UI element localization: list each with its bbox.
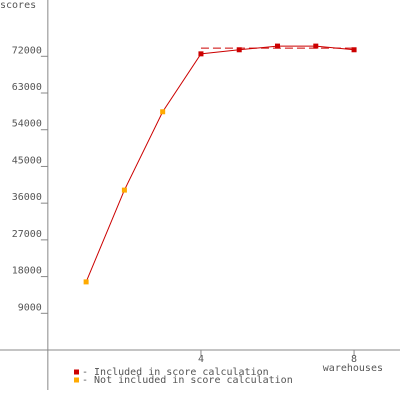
x-tick-label: 4 xyxy=(198,354,204,365)
legend-swatch xyxy=(74,377,79,383)
legend-label: - Included in score calculation xyxy=(82,367,269,378)
point xyxy=(121,187,127,193)
y-tick-label: 54000 xyxy=(12,119,42,130)
line xyxy=(85,45,355,283)
y-tick-label: 27000 xyxy=(12,229,42,240)
y-tick-label: 72000 xyxy=(12,45,42,56)
point xyxy=(275,43,281,49)
x-tick-label: 8 xyxy=(351,354,357,365)
y-tick-label: 45000 xyxy=(12,155,42,166)
point xyxy=(160,109,166,115)
point xyxy=(236,47,242,53)
point xyxy=(83,279,89,285)
legend-label: - Not included in score calculation xyxy=(82,375,293,386)
y-tick-label: 9000 xyxy=(18,302,42,313)
y-axis-label: scores xyxy=(0,0,36,11)
y-tick-label: 18000 xyxy=(12,266,42,277)
y-tick-label: 36000 xyxy=(12,192,42,203)
point xyxy=(313,43,319,49)
y-tick-label: 63000 xyxy=(12,82,42,93)
point xyxy=(351,47,357,53)
x-axis-label: warehouses xyxy=(323,363,383,374)
legend-swatch xyxy=(74,369,79,375)
point xyxy=(198,51,204,57)
